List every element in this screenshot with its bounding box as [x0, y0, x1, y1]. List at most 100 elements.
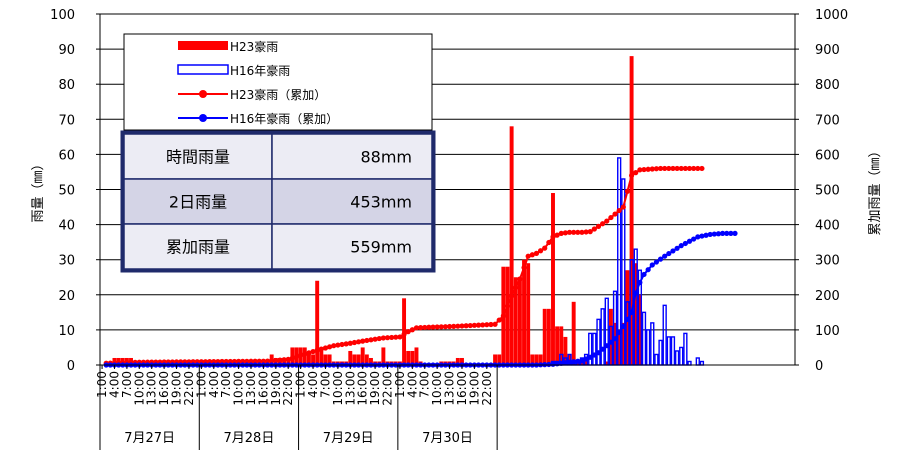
- h23-cumulative-marker: [608, 214, 614, 221]
- hour-tick-label: 1:00: [294, 371, 308, 398]
- h23-bar: [513, 277, 518, 365]
- h23-bar: [505, 266, 510, 365]
- left-tick-label: 40: [58, 219, 75, 234]
- h23-cumulative-marker: [591, 226, 597, 232]
- axis-labels: 0102030405060708090100010020030040050060…: [50, 8, 848, 446]
- right-tick-label: 400: [815, 219, 840, 234]
- h23-cumulative-marker: [492, 321, 498, 327]
- h23-bar: [360, 347, 365, 365]
- h16-cumulative-marker: [616, 329, 622, 336]
- h23-cumulative-marker: [260, 358, 267, 364]
- h23-cumulative-marker: [380, 335, 386, 341]
- h23-cumulative-marker: [699, 165, 705, 172]
- table-label-cell: [123, 133, 273, 180]
- h23-cumulative-marker: [326, 344, 333, 350]
- h23-cumulative-marker: [475, 322, 482, 328]
- h23-bar: [323, 354, 328, 365]
- h23-cumulative-marker: [269, 358, 275, 364]
- h16-cumulative-marker: [620, 323, 626, 329]
- left-tick-label: 80: [58, 78, 75, 93]
- h16-bar: [604, 297, 609, 366]
- hour-tick-label: 4:00: [405, 371, 419, 398]
- legend-box: [123, 33, 433, 131]
- h23-cumulative-marker: [430, 324, 436, 330]
- h16-cumulative-marker: [682, 240, 688, 247]
- h23-bar: [608, 308, 613, 365]
- h23-cumulative-marker: [662, 165, 668, 172]
- h23-cumulative-marker: [467, 322, 473, 329]
- h23-bar: [538, 354, 543, 365]
- h23-bar: [493, 354, 498, 365]
- h23-cumulative-marker: [517, 276, 523, 282]
- hour-tick-label: 16:00: [356, 371, 370, 406]
- hour-tick-label: 13:00: [145, 371, 159, 406]
- table-label: 2日雨量: [169, 193, 227, 212]
- h23-cumulative-marker: [372, 336, 378, 342]
- h23-cumulative-marker: [364, 337, 370, 344]
- hour-tick-label: 22:00: [480, 371, 494, 406]
- h23-cumulative-marker: [484, 322, 490, 328]
- right-tick-label: 800: [815, 78, 840, 93]
- h23-cumulative-marker: [335, 342, 341, 348]
- table-label: 時間雨量: [166, 148, 230, 167]
- h23-cumulative-marker: [513, 285, 519, 291]
- h16-cumulative-marker: [633, 290, 639, 296]
- h16-cumulative-marker: [728, 230, 734, 236]
- h16-cumulative-marker: [707, 231, 713, 238]
- legend-label: H16年豪雨（累加）: [230, 111, 338, 126]
- h23-bar: [402, 298, 407, 365]
- h23-bar: [633, 263, 638, 365]
- h23-cumulative-marker: [575, 229, 581, 235]
- hour-tick-label: 10:00: [232, 371, 246, 406]
- h23-cumulative-marker: [277, 357, 283, 363]
- left-tick-label: 60: [58, 148, 75, 163]
- day-label: 7月29日: [323, 431, 374, 446]
- h23-bar: [311, 354, 316, 365]
- h16-bar: [658, 339, 663, 366]
- h23-cumulative-marker: [566, 229, 573, 235]
- table-label-cell: [123, 223, 273, 270]
- h23-cumulative-marker: [446, 323, 453, 330]
- h23-cumulative-marker: [641, 166, 647, 173]
- h16-bar: [592, 332, 597, 366]
- right-tick-label: 300: [815, 254, 840, 269]
- h23-cumulative-marker: [537, 248, 544, 254]
- h23-cumulative-marker: [554, 232, 560, 238]
- h23-cumulative-marker: [244, 358, 250, 364]
- h16-cumulative-marker: [699, 233, 705, 239]
- h23-cumulative-marker: [587, 229, 593, 235]
- h23-cumulative-marker: [504, 303, 511, 309]
- h23-cumulative-marker: [579, 229, 585, 235]
- h16-cumulative-marker: [604, 343, 610, 349]
- h23-bar: [381, 347, 386, 365]
- h23-cumulative-marker: [298, 352, 304, 359]
- hour-tick-label: 4:00: [207, 371, 221, 398]
- h23-cumulative-marker: [480, 322, 486, 328]
- hour-tick-label: 22:00: [281, 371, 295, 406]
- h16-cumulative-marker: [546, 361, 552, 368]
- h23-cumulative-marker: [628, 172, 635, 179]
- h16-cumulative-marker: [674, 245, 680, 251]
- hour-tick-label: 13:00: [244, 371, 258, 406]
- h23-cumulative-marker: [389, 334, 395, 341]
- h16-cumulative-marker: [641, 271, 647, 278]
- h23-bar: [497, 354, 502, 365]
- axes: [96, 13, 799, 450]
- table-value-cell: [271, 133, 433, 180]
- h23-cumulative-marker: [670, 165, 676, 172]
- left-tick-label: 10: [58, 324, 75, 339]
- h23-bar: [348, 350, 353, 365]
- h16-bar: [674, 350, 680, 366]
- h23-cumulative-marker: [318, 346, 324, 352]
- h23-bar: [530, 354, 535, 365]
- h23-bar: [410, 350, 415, 365]
- left-tick-label: 90: [58, 43, 75, 58]
- hour-tick-label: 4:00: [306, 371, 320, 398]
- h16-bar: [650, 322, 655, 366]
- hour-tick-label: 16:00: [157, 371, 171, 406]
- h16-bar: [654, 353, 659, 366]
- legend-swatch-marker: [199, 114, 207, 122]
- summary-table: 時間雨量 88mm 2日雨量 453mm 累加雨量 559mm: [120, 130, 436, 273]
- h23-cumulative-marker: [368, 337, 374, 343]
